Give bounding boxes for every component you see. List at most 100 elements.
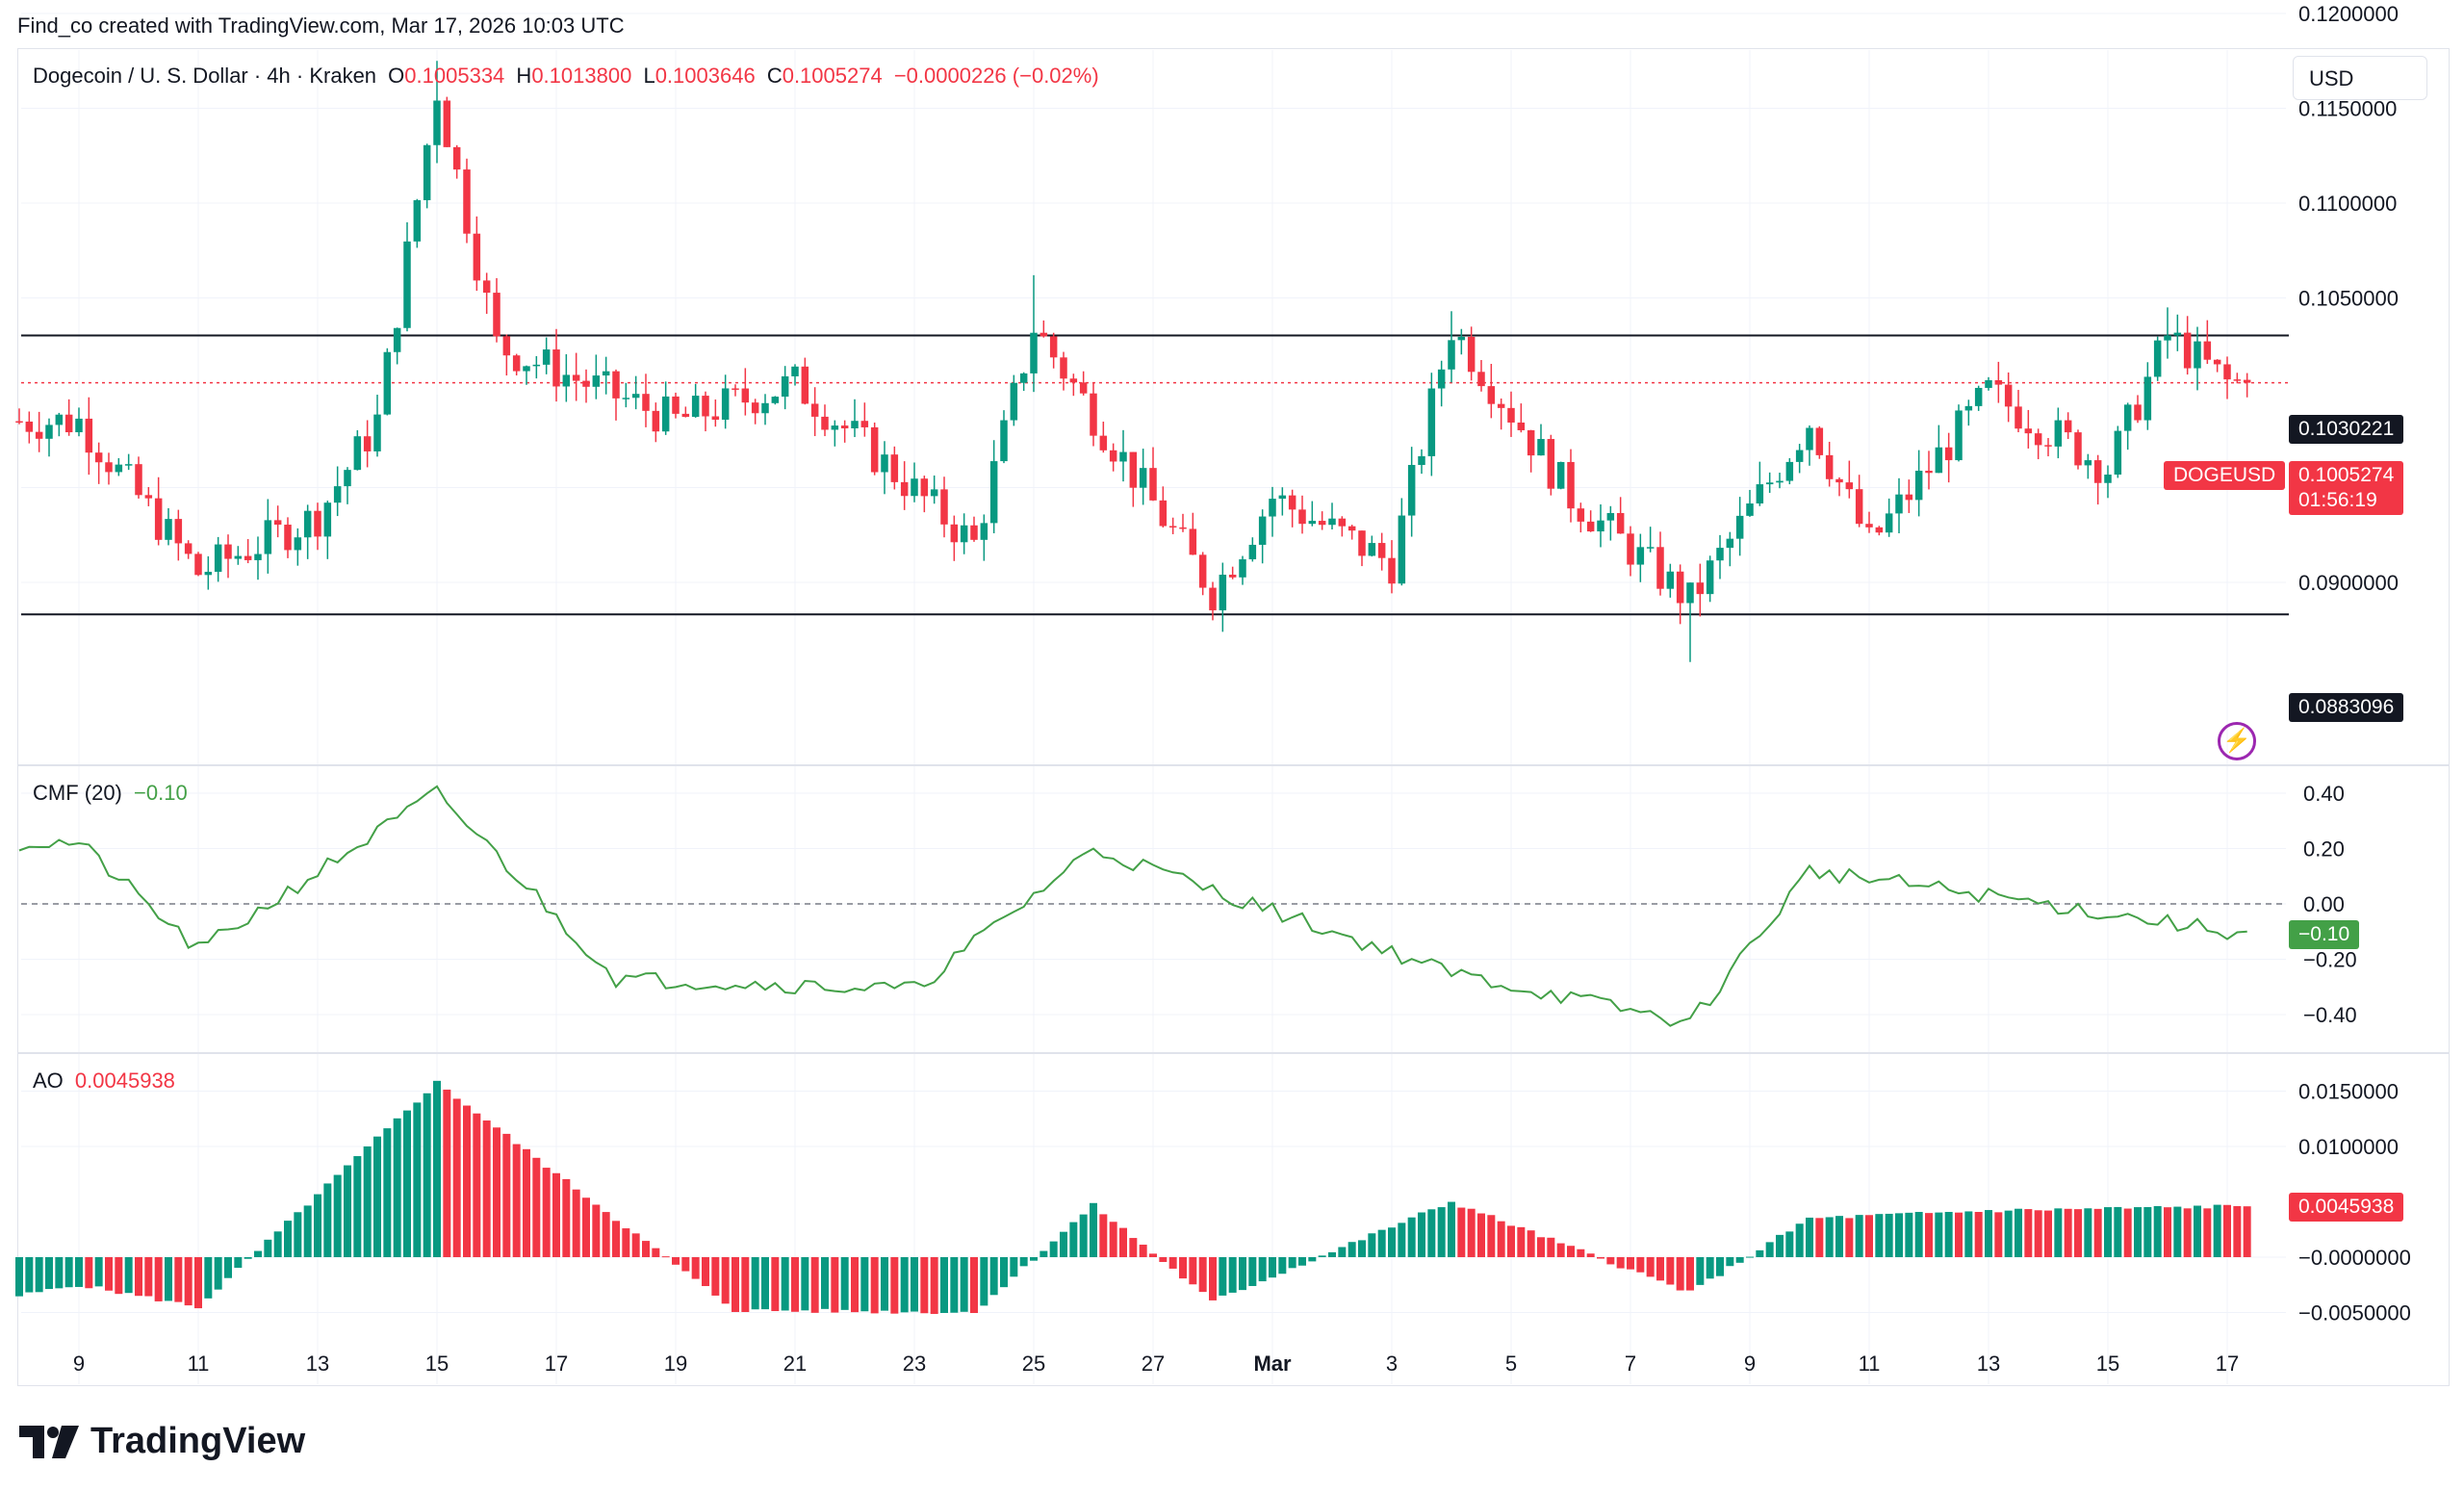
candle [1815,425,1824,459]
candle [1388,540,1396,594]
ao-bar [2194,1205,2201,1257]
candle [314,502,321,551]
candle [732,384,739,397]
candle-body [989,461,998,524]
candle-body [2093,460,2102,483]
ao-bar [1239,1257,1246,1291]
candle-body [423,144,431,200]
ao-bar [234,1257,243,1269]
candle-body [403,241,411,328]
ao-tick-label: −0.0000000 [2298,1246,2411,1270]
candle [2104,465,2112,499]
candle-body [1248,544,1257,560]
candle-body [1119,451,1127,462]
candle-body [1606,512,1615,521]
candle-body [2114,430,2122,476]
ao-bar [2123,1208,2132,1257]
candle-body [1905,494,1913,501]
ao-bar [1616,1257,1625,1269]
candle-body [264,520,272,554]
ao-bar [572,1189,580,1257]
candle [1765,472,1774,494]
ao-bar [1756,1249,1764,1257]
candle [652,402,660,443]
candle-body [582,380,590,387]
candle [45,418,53,457]
candle [1248,537,1257,562]
ao-bar [1944,1212,1953,1257]
price-tick-label: 0.1050000 [2298,287,2399,311]
ao-bar [960,1257,968,1312]
candle-body [2233,379,2242,381]
candle [2134,395,2142,424]
ao-bar [433,1080,441,1257]
candle-body [2223,364,2231,380]
ao-bar [1099,1214,1108,1257]
candle-body [473,233,481,281]
ao-bar [2114,1206,2122,1257]
time-tick-label: 15 [425,1351,449,1376]
ao-bar [582,1197,590,1257]
ao-bar [1706,1257,1714,1279]
ao-bar [393,1118,401,1257]
ao-bar [1477,1213,1485,1257]
candle-body [1666,571,1675,589]
candle-body [1198,554,1207,588]
ao-bar [532,1157,541,1257]
ao-bar [1298,1257,1306,1266]
candle [1209,581,1217,621]
candle [1348,525,1356,540]
candle-body [542,349,551,365]
ao-bar [1935,1212,1943,1257]
candle [1706,555,1714,603]
ao-bar [523,1148,530,1257]
candle [1258,509,1267,564]
candle-body [1855,489,1863,525]
candle [204,555,213,590]
ao-bar [1179,1257,1187,1279]
ao-bar [1388,1227,1396,1257]
candle [1577,502,1585,533]
candle [1935,425,1943,474]
candle [920,476,929,513]
candle [911,462,918,502]
candle [860,402,869,437]
ao-bar [851,1257,859,1313]
ao-bar [950,1257,959,1313]
lightning-icon[interactable]: ⚡ [2218,722,2256,760]
time-tick-label: 19 [664,1351,687,1376]
ao-bar [1964,1211,1973,1257]
currency-label: USD [2309,66,2354,90]
ao-bar [165,1257,172,1301]
candle [25,411,34,444]
ao-bar [1328,1251,1336,1257]
currency-selector[interactable]: USD [2293,56,2427,100]
candle-body [1159,500,1168,527]
candle-body [771,397,780,403]
candle-body [85,418,93,453]
candle [174,509,183,561]
candle [702,391,709,432]
ao-bar [1149,1253,1157,1257]
low-value: 0.1003646 [654,64,756,88]
candle-body [2074,432,2082,466]
ao-bar [1676,1257,1684,1291]
ao-bar [1994,1212,2003,1257]
ao-bar [1577,1248,1585,1257]
axis-labels: 0.1200000 0.1150000 0.1100000 0.1050000 0.09… [73,2,2411,1376]
ao-bar [184,1257,192,1306]
candle-body [642,394,650,411]
candle-body [1239,559,1246,578]
candle [1507,391,1515,437]
candle-body [1865,524,1873,528]
candle-body [970,525,978,540]
candle-body [1358,530,1366,556]
ao-tick-label: 0.0150000 [2298,1080,2399,1104]
symbol-tag: DOGEUSD [2164,461,2286,490]
candle [393,327,401,365]
time-tick-label: 9 [1744,1351,1756,1376]
candle-body [1288,495,1296,510]
candle [2123,402,2132,450]
candle [1149,447,1157,502]
